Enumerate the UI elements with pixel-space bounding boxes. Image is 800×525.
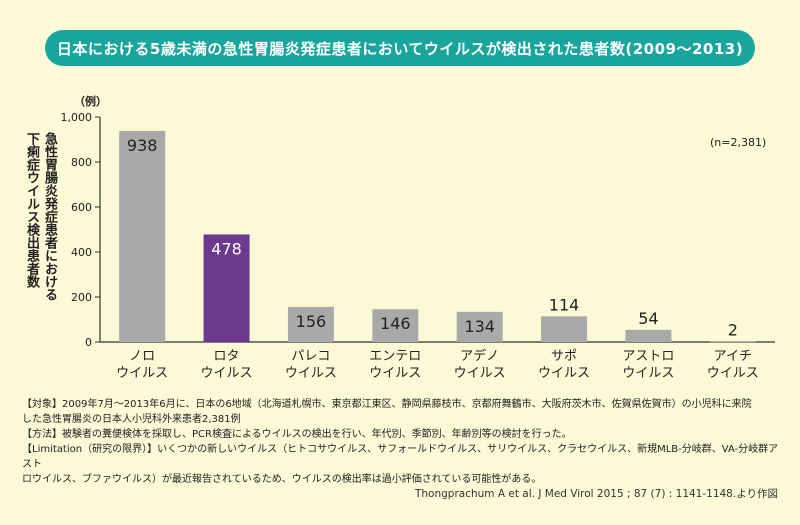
source-citation: Thongprachum A et al. J Med Virol 2015 ;… <box>414 488 778 500</box>
note-line: した急性胃腸炎の日本人小児科外来患者2,381例 <box>22 414 241 425</box>
x-tick-label: ノロウイルス <box>116 349 168 381</box>
y-tick-label: 1,000 <box>61 111 93 124</box>
y-axis-unit: （例） <box>74 95 107 108</box>
bar-value-label: 54 <box>638 309 658 328</box>
bar <box>203 234 250 342</box>
x-tick-label: サポウイルス <box>538 349 590 381</box>
x-tick-label: ロタウイルス <box>201 349 253 381</box>
study-notes: 【対象】2009年7月〜2013年6月に、日本の6地域（北海道札幌市、東京都江東… <box>22 397 782 487</box>
bar <box>625 329 672 342</box>
y-tick-label: 200 <box>71 291 92 304</box>
bar <box>541 316 588 342</box>
y-tick-label: 400 <box>71 246 92 259</box>
bar-value-label: 478 <box>211 239 242 258</box>
x-tick-label: パレコウイルス <box>285 349 337 381</box>
bar <box>709 341 756 343</box>
bar-value-label: 146 <box>380 314 411 333</box>
bar-value-label: 2 <box>728 321 738 340</box>
y-axis-label: 急性胃腸炎発症患者における 下痢症ウイルス検出患者数 <box>24 132 57 301</box>
axes: 1,000 800 600 400 200 0 <box>61 111 775 349</box>
y-tick-label: 600 <box>71 201 92 214</box>
bar-value-label: 938 <box>127 136 158 155</box>
x-tick-label: アイチウイルス <box>707 349 759 381</box>
bar <box>287 306 334 342</box>
x-tick-label: エンテロウイルス <box>369 349 421 381</box>
note-line: 【Limitation（研究の限界）】いくつかの新しいウイルス（ヒトコサウイルス… <box>22 444 779 470</box>
y-tick-label: 800 <box>71 156 92 169</box>
bar-value-label: 134 <box>464 317 495 336</box>
x-tick-label: アデノウイルス <box>454 348 506 381</box>
chart-title: 日本における5歳未満の急性胃腸炎発症患者においてウイルスが検出された患者数(20… <box>45 30 755 66</box>
bar <box>456 311 503 342</box>
note-line: ロウイルス、ブファウイルス）が最近報告されているため、ウイルスの検出率は過小評価… <box>22 474 542 485</box>
y-tick-label: 0 <box>85 336 92 349</box>
sample-size-annotation: (n=2,381) <box>710 136 766 149</box>
bar-value-label: 156 <box>296 312 327 331</box>
bar-value-label: 114 <box>549 295 580 314</box>
bar <box>372 309 419 342</box>
x-tick-label: アストロウイルス <box>622 349 674 381</box>
note-line: 【対象】2009年7月〜2013年6月に、日本の6地域（北海道札幌市、東京都江東… <box>22 399 752 410</box>
bars: 938 ノロウイルス 478 ロタウイルス 156 パレコウイルス 146 エンテロウイルス 1… <box>116 130 759 381</box>
bar-chart: 1,000 800 600 400 200 0 938 ノロウイルス 478 ロタウイルス 156… <box>61 111 775 381</box>
note-line: 【方法】被験者の糞便検体を採取し、PCR検査によるウイルスの検出を行い、年代別、… <box>22 429 572 440</box>
bar <box>119 130 166 342</box>
